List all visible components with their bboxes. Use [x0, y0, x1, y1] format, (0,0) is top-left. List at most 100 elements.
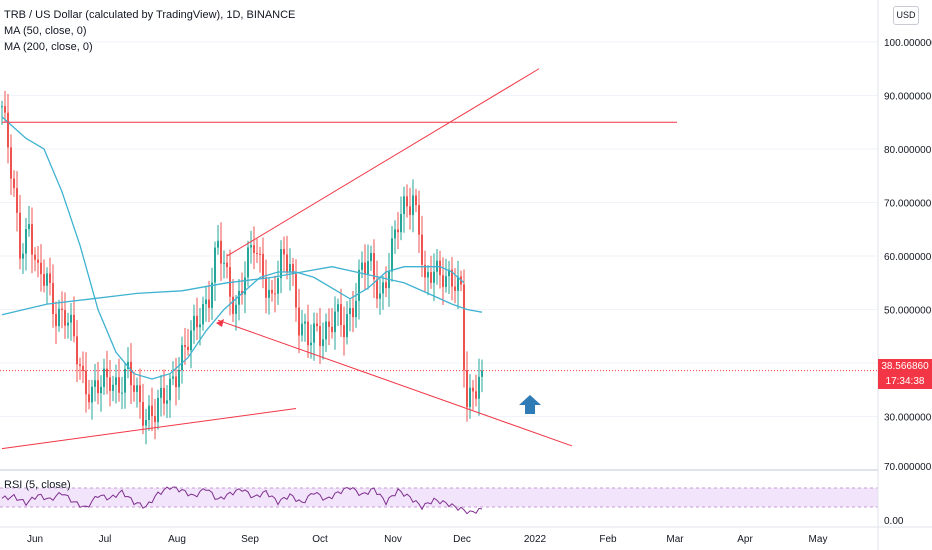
candle-body — [22, 253, 24, 259]
candle-body — [70, 314, 72, 323]
candle-body — [421, 234, 423, 265]
candle-body — [367, 261, 369, 274]
candle-body — [136, 385, 138, 392]
candle-body — [403, 196, 405, 215]
symbol-title[interactable]: TRB / US Dollar (calculated by TradingVi… — [4, 9, 296, 21]
candle-body — [127, 361, 129, 369]
candle-body — [64, 310, 66, 326]
candle-body — [67, 322, 69, 326]
time-tick-label: Apr — [737, 534, 753, 545]
candle-body — [16, 188, 18, 213]
candle-body — [283, 249, 285, 255]
time-tick-label: Feb — [599, 534, 617, 545]
candle-body — [382, 282, 384, 294]
ma50-line — [1, 116, 465, 380]
candle-body — [25, 229, 27, 254]
candle-body — [187, 346, 189, 351]
currency-button[interactable]: USD — [893, 6, 919, 25]
candle-body — [175, 376, 177, 388]
candle-body — [409, 206, 411, 215]
candle-body — [112, 384, 114, 391]
candle-body — [130, 361, 132, 386]
last-price-value: 38.566860 — [881, 361, 929, 372]
candle-body — [301, 323, 303, 336]
candle-body — [397, 229, 399, 233]
candle-body — [169, 378, 171, 401]
candle-body — [166, 400, 168, 404]
price-tick-label: 30.000000 — [884, 413, 932, 424]
time-tick-label: Dec — [453, 534, 471, 545]
candle-body — [454, 286, 456, 291]
candle-body — [10, 147, 12, 179]
candle-body — [352, 308, 354, 318]
candle-body — [481, 370, 483, 377]
candle-body — [31, 224, 33, 255]
candle-body — [232, 296, 234, 314]
candle-body — [391, 238, 393, 272]
candle-body — [418, 205, 420, 235]
candle-body — [244, 277, 246, 295]
rsi-tick-label: 0.00 — [884, 516, 904, 527]
candle-body — [307, 321, 309, 346]
candle-body — [61, 308, 63, 311]
candle-body — [139, 385, 141, 403]
candle-body — [424, 264, 426, 278]
time-tick-label: Sep — [241, 534, 259, 545]
time-tick-label: 2022 — [524, 534, 547, 545]
time-tick-label: Jun — [27, 534, 43, 545]
candle-body — [91, 386, 93, 403]
candle-body — [73, 314, 75, 337]
candle-body — [442, 275, 444, 287]
candle-body — [160, 387, 162, 398]
candle-body — [298, 307, 300, 336]
candle-body — [373, 253, 375, 280]
candle-body — [349, 308, 351, 315]
candle-body — [82, 365, 84, 371]
candle-body — [325, 321, 327, 340]
candle-body — [43, 274, 45, 286]
candles — [1, 90, 483, 445]
ma200-line — [1, 266, 483, 316]
price-tick-label: 80.000000 — [884, 145, 932, 156]
candle-body — [379, 293, 381, 299]
arrow-up-icon[interactable] — [519, 395, 541, 414]
candle-body — [268, 289, 270, 298]
candle-body — [469, 387, 471, 408]
candle-body — [265, 277, 267, 298]
candle-body — [124, 368, 126, 393]
candle-body — [103, 368, 105, 387]
candle-body — [445, 276, 447, 287]
candle-body — [406, 196, 408, 207]
candle-body — [271, 289, 273, 294]
ma200-legend[interactable]: MA (200, close, 0) — [4, 41, 93, 53]
candle-body — [358, 269, 360, 301]
time-axis[interactable]: Jun Jul Aug Sep Oct Nov Dec 2022 Feb Mar Apr May — [27, 534, 828, 545]
candle-body — [205, 299, 207, 305]
candle-body — [190, 330, 192, 351]
trendline-arrow-icon — [216, 319, 224, 327]
candle-body — [370, 253, 372, 262]
candle-body — [97, 380, 99, 394]
candle-body — [7, 112, 9, 148]
candle-body — [1, 106, 3, 108]
candle-body — [286, 254, 288, 273]
candle-body — [313, 323, 315, 343]
candle-body — [340, 304, 342, 326]
candle-body — [46, 273, 48, 286]
candle-body — [145, 420, 147, 426]
candle-body — [157, 397, 159, 423]
candle-body — [256, 252, 258, 254]
candle-body — [400, 214, 402, 233]
candle-body — [52, 282, 54, 314]
ma50-legend[interactable]: MA (50, close, 0) — [4, 25, 87, 37]
rsi-legend[interactable]: RSI (5, close) — [4, 479, 71, 491]
candle-body — [412, 195, 414, 215]
last-price-label: 38.566860 17:34:38 — [878, 359, 932, 389]
candle-body — [28, 224, 30, 230]
candle-body — [427, 272, 429, 278]
candle-body — [4, 106, 6, 113]
candle-body — [199, 324, 201, 328]
candle-body — [289, 263, 291, 273]
candle-body — [439, 260, 441, 276]
candle-body — [208, 299, 210, 308]
